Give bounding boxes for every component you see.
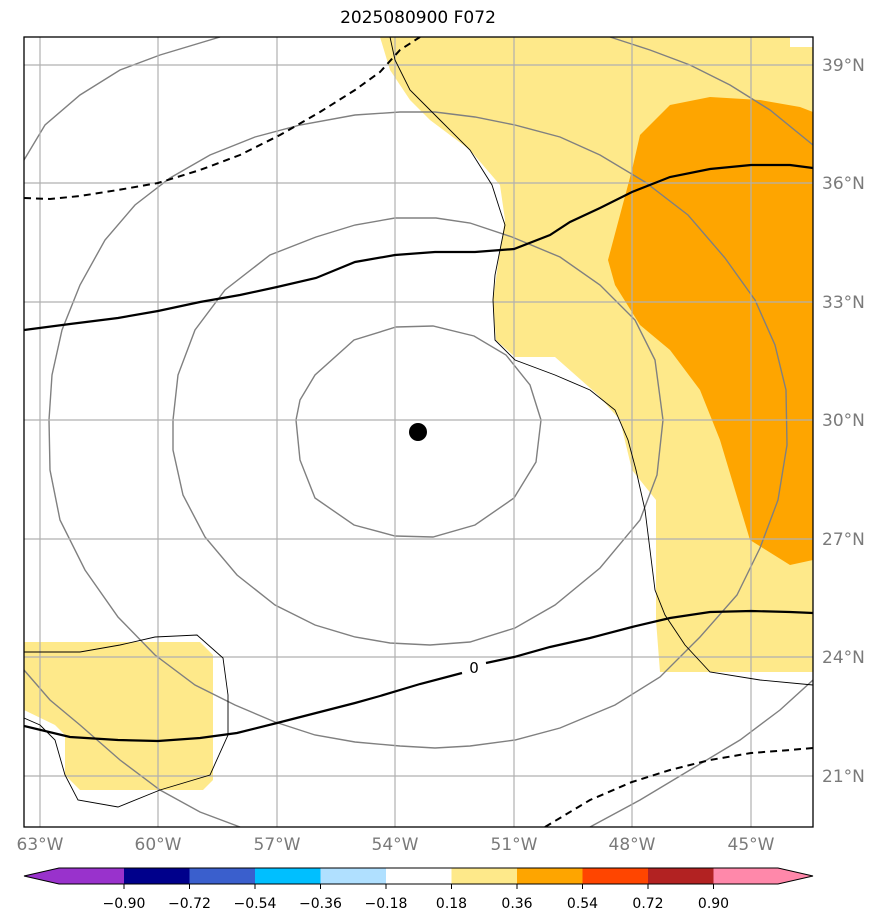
outline-east <box>389 37 813 686</box>
graticule <box>24 37 813 827</box>
colorbar-ticks <box>123 884 714 889</box>
lon-label: 51°W <box>491 835 538 855</box>
outline-southwest <box>24 634 229 808</box>
colorbar-swatch <box>386 868 452 884</box>
contour-label: 0 <box>469 659 479 677</box>
lon-label: 63°W <box>17 835 64 855</box>
colorbar-swatch <box>582 868 648 884</box>
lon-label: 45°W <box>728 835 775 855</box>
isobar-ring-4c <box>24 669 241 827</box>
colorbar-outline <box>23 867 814 885</box>
lon-label: 60°W <box>135 835 182 855</box>
lat-label: 30°N <box>822 411 865 431</box>
lat-label: 33°N <box>822 293 865 313</box>
lat-label: 24°N <box>822 648 865 668</box>
colorbar-swatch <box>648 868 714 884</box>
colorbar-tick-label: 0.36 <box>501 896 532 912</box>
dashed-contour-north <box>24 37 421 201</box>
map-title: 2025080900 F072 <box>340 8 496 28</box>
colorbar-swatch <box>320 868 386 884</box>
colorbar-swatch <box>59 868 125 884</box>
colorbar-swatch <box>517 868 583 884</box>
colorbar-extend-low <box>24 868 59 884</box>
lon-label: 54°W <box>372 835 419 855</box>
colorbar-tick-label: −0.90 <box>103 896 146 912</box>
colorbar-tick-label: 0.54 <box>567 896 598 912</box>
colorbar-tick-label: −0.72 <box>168 896 211 912</box>
zero-contour-north <box>24 163 813 332</box>
outlines <box>24 37 813 808</box>
dashed-contour-south <box>544 747 813 827</box>
lat-label: 27°N <box>822 530 865 550</box>
lat-label: 36°N <box>822 174 865 194</box>
colorbar-tick-label: 0.90 <box>698 896 729 912</box>
colorbar-tick-label: −0.54 <box>234 896 277 912</box>
lon-label: 48°W <box>609 835 656 855</box>
colorbar-swatch <box>124 868 190 884</box>
lon-label: 57°W <box>254 835 301 855</box>
longitude-labels: 63°W 60°W 57°W 54°W 51°W 48°W 45°W <box>17 835 775 855</box>
colorbar-swatch <box>713 868 779 884</box>
isobar-ring-4d <box>589 679 813 827</box>
map-frame <box>23 36 814 828</box>
lat-label: 21°N <box>822 767 865 787</box>
zero-contour-south <box>24 609 813 743</box>
isobar-ring-3 <box>48 111 788 749</box>
storm-center-marker <box>409 423 427 441</box>
shaded-region-southwest <box>24 642 213 790</box>
dashed-contours <box>24 37 813 827</box>
colorbar-tick-label: 0.18 <box>436 896 467 912</box>
isobar-ring-1 <box>295 325 542 538</box>
latitude-labels: 39°N 36°N 33°N 30°N 27°N 24°N 21°N <box>822 56 865 787</box>
colorbar-extend-high <box>778 868 813 884</box>
colorbar-tick-label: 0.72 <box>632 896 663 912</box>
zero-contours <box>24 163 813 743</box>
colorbar-swatch <box>451 868 517 884</box>
colorbar-tick-label: −0.36 <box>299 896 342 912</box>
colorbar-tick-label: −0.18 <box>365 896 408 912</box>
isobar-ring-2 <box>172 217 664 646</box>
colorbar-swatch <box>255 868 321 884</box>
isobar-ring-4 <box>24 37 221 161</box>
lat-label: 39°N <box>822 56 865 76</box>
isobar-ring-4b <box>609 37 813 146</box>
shaded-region-east-strong <box>608 97 813 565</box>
colorbar-swatch <box>189 868 255 884</box>
colorbar: −0.90 −0.72 −0.54 −0.36 −0.18 0.18 0.36 … <box>23 867 814 912</box>
